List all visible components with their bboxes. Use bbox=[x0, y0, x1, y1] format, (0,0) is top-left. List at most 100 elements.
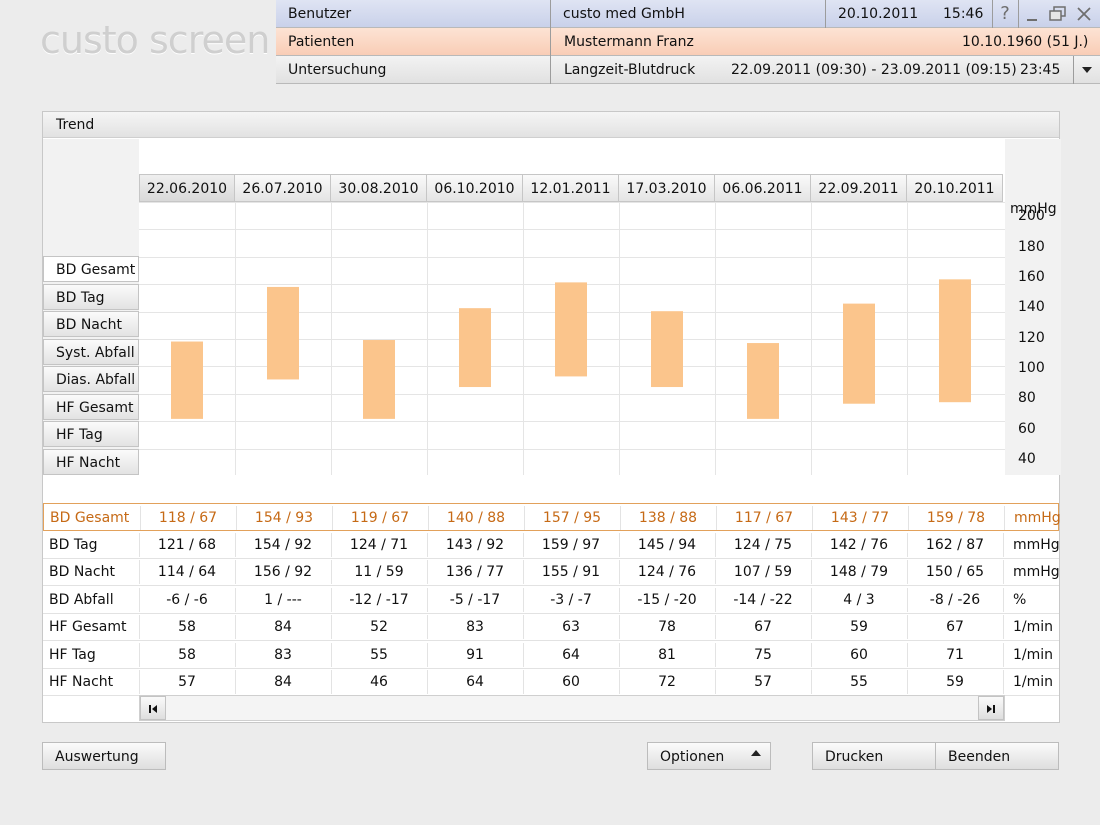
table-cell: 75 bbox=[754, 646, 772, 663]
trend-panel: Trend 22.06.2010 26.07.2010 30.08.2010 06.1… bbox=[42, 111, 1061, 723]
date-column-header[interactable]: 06.06.2011 bbox=[715, 174, 811, 202]
scroll-first-icon[interactable] bbox=[140, 696, 166, 720]
table-cell: 117 / 67 bbox=[734, 510, 794, 526]
range-bar[interactable] bbox=[459, 308, 491, 388]
table-cell: 150 / 65 bbox=[925, 564, 985, 580]
table-cell: -6 / -6 bbox=[166, 591, 208, 608]
table-cell: 58 bbox=[178, 619, 196, 635]
y-tick-label: 200 bbox=[1018, 208, 1045, 225]
date-column-header[interactable]: 26.07.2010 bbox=[235, 174, 331, 202]
side-button-bd-nacht[interactable]: BD Nacht bbox=[43, 311, 139, 337]
side-button-hf-gesamt[interactable]: HF Gesamt bbox=[43, 393, 139, 420]
header-row-patienten: Patienten Mustermann Franz 10.10.1960 (5… bbox=[276, 28, 1100, 56]
table-cell: 154 / 92 bbox=[253, 536, 313, 553]
table-cell: 83 bbox=[466, 619, 484, 635]
range-bar[interactable] bbox=[843, 303, 875, 404]
table-cell: 148 / 79 bbox=[829, 564, 889, 580]
table-cell: -15 / -20 bbox=[637, 591, 697, 608]
untersuchung-type[interactable]: Langzeit-Blutdruck bbox=[564, 62, 696, 78]
table-cell: -8 / -26 bbox=[929, 591, 981, 608]
table-cell: 124 / 75 bbox=[733, 536, 793, 553]
table-row[interactable]: BD Gesamt 118 / 67 154 / 93 119 / 67 140 / 8… bbox=[43, 503, 1061, 531]
range-bar[interactable] bbox=[555, 282, 587, 377]
table-cell: 159 / 78 bbox=[926, 510, 986, 526]
table-cell: 155 / 91 bbox=[541, 564, 601, 580]
date-column-header[interactable]: 12.01.2011 bbox=[523, 174, 619, 202]
row-unit: mmHg bbox=[1014, 510, 1061, 526]
row-unit: 1/min bbox=[1013, 646, 1054, 663]
untersuchung-label: Untersuchung bbox=[288, 62, 387, 78]
drucken-button[interactable]: Drucken bbox=[812, 742, 936, 770]
side-button-hf-nacht[interactable]: HF Nacht bbox=[43, 448, 139, 475]
table-row[interactable]: HF Tag 58 83 55 91 64 81 75 60 71 1/min bbox=[43, 641, 1059, 669]
y-tick-label: 60 bbox=[1018, 420, 1036, 437]
y-tick-label: 140 bbox=[1018, 299, 1045, 316]
y-tick-label: 100 bbox=[1018, 359, 1045, 376]
untersuchung-duration: 23:45 bbox=[1020, 62, 1061, 78]
table-cell: 81 bbox=[658, 646, 676, 663]
beenden-button[interactable]: Beenden bbox=[935, 742, 1059, 770]
side-button-syst-abfall[interactable]: Syst. Abfall bbox=[43, 338, 139, 365]
close-icon[interactable] bbox=[1072, 0, 1096, 28]
date-column-header[interactable]: 22.09.2011 bbox=[811, 174, 907, 202]
table-row[interactable]: BD Abfall -6 / -6 1 / --- -12 / -17 -5 / -17… bbox=[43, 586, 1059, 614]
table-cell: 59 bbox=[850, 619, 868, 635]
range-bar[interactable] bbox=[651, 311, 683, 388]
minimize-icon[interactable] bbox=[1020, 0, 1044, 28]
optionen-button[interactable]: Optionen bbox=[647, 742, 771, 770]
range-bar[interactable] bbox=[747, 343, 779, 419]
horizontal-scrollbar[interactable] bbox=[139, 695, 1005, 721]
y-axis-unit: mmHg bbox=[1010, 201, 1057, 217]
date-column-header[interactable]: 30.08.2010 bbox=[331, 174, 427, 202]
table-row[interactable]: BD Nacht 114 / 64 156 / 92 11 / 59 136 / 77 1… bbox=[43, 558, 1060, 586]
dropdown-arrow-icon[interactable] bbox=[1075, 56, 1099, 84]
date-column-header[interactable]: 17.03.2010 bbox=[619, 174, 715, 202]
table-cell: 83 bbox=[274, 646, 292, 663]
side-button-bd-gesamt[interactable]: BD Gesamt bbox=[43, 256, 139, 282]
y-tick-label: 180 bbox=[1018, 238, 1045, 255]
row-label: HF Tag bbox=[49, 646, 96, 663]
table-row[interactable]: HF Nacht 57 84 46 64 60 72 57 55 59 1/min bbox=[43, 668, 1059, 696]
header-date: 20.10.2011 bbox=[838, 6, 919, 22]
header-time: 15:46 bbox=[943, 6, 984, 22]
header-row-untersuchung: Untersuchung Langzeit-Blutdruck 22.09.20… bbox=[276, 56, 1100, 84]
untersuchung-range: 22.09.2011 (09:30) - 23.09.2011 (09:15) bbox=[731, 62, 1017, 78]
side-button-bd-tag[interactable]: BD Tag bbox=[43, 283, 139, 310]
table-row[interactable]: BD Tag 121 / 68 154 / 92 124 / 71 143 / 92 15… bbox=[43, 531, 1060, 559]
date-column-header[interactable]: 06.10.2010 bbox=[427, 174, 523, 202]
table-cell: 67 bbox=[754, 619, 772, 635]
side-button-hf-tag[interactable]: HF Tag bbox=[43, 421, 139, 447]
table-cell: 55 bbox=[370, 646, 388, 663]
benutzer-value[interactable]: custo med GmbH bbox=[563, 6, 685, 22]
maximize-icon[interactable] bbox=[1046, 0, 1070, 28]
row-label: BD Abfall bbox=[49, 591, 114, 608]
help-icon[interactable]: ? bbox=[1000, 3, 1010, 24]
range-bar[interactable] bbox=[171, 341, 203, 419]
table-cell: 136 / 77 bbox=[445, 564, 505, 580]
table-cell: 78 bbox=[658, 619, 676, 635]
range-bar[interactable] bbox=[939, 279, 971, 403]
patient-name[interactable]: Mustermann Franz bbox=[564, 34, 694, 50]
table-cell: 156 / 92 bbox=[253, 564, 313, 580]
panel-title: Trend bbox=[43, 112, 1059, 138]
table-cell: -5 / -17 bbox=[449, 591, 501, 608]
table-cell: 119 / 67 bbox=[350, 510, 410, 526]
range-bar[interactable] bbox=[267, 286, 299, 380]
table-cell: -12 / -17 bbox=[349, 591, 409, 608]
trend-chart bbox=[139, 202, 1005, 475]
date-column-header[interactable]: 20.10.2011 bbox=[907, 174, 1003, 202]
auswertung-button[interactable]: Auswertung bbox=[42, 742, 166, 770]
date-column-header[interactable]: 22.06.2010 bbox=[139, 174, 235, 202]
table-row[interactable]: HF Gesamt 58 84 52 83 63 78 67 59 67 1/min bbox=[43, 613, 1059, 641]
row-unit: mmHg bbox=[1013, 564, 1060, 580]
table-cell: 57 bbox=[754, 674, 772, 690]
side-button-dias-abfall[interactable]: Dias. Abfall bbox=[43, 366, 139, 392]
row-unit: 1/min bbox=[1013, 619, 1054, 635]
table-cell: 11 / 59 bbox=[354, 564, 404, 580]
row-label: HF Gesamt bbox=[49, 619, 127, 635]
range-bar[interactable] bbox=[363, 340, 395, 419]
table-cell: 1 / --- bbox=[264, 591, 302, 608]
row-label: BD Gesamt bbox=[50, 510, 130, 526]
table-cell: 91 bbox=[466, 646, 484, 663]
scroll-last-icon[interactable] bbox=[978, 696, 1004, 720]
